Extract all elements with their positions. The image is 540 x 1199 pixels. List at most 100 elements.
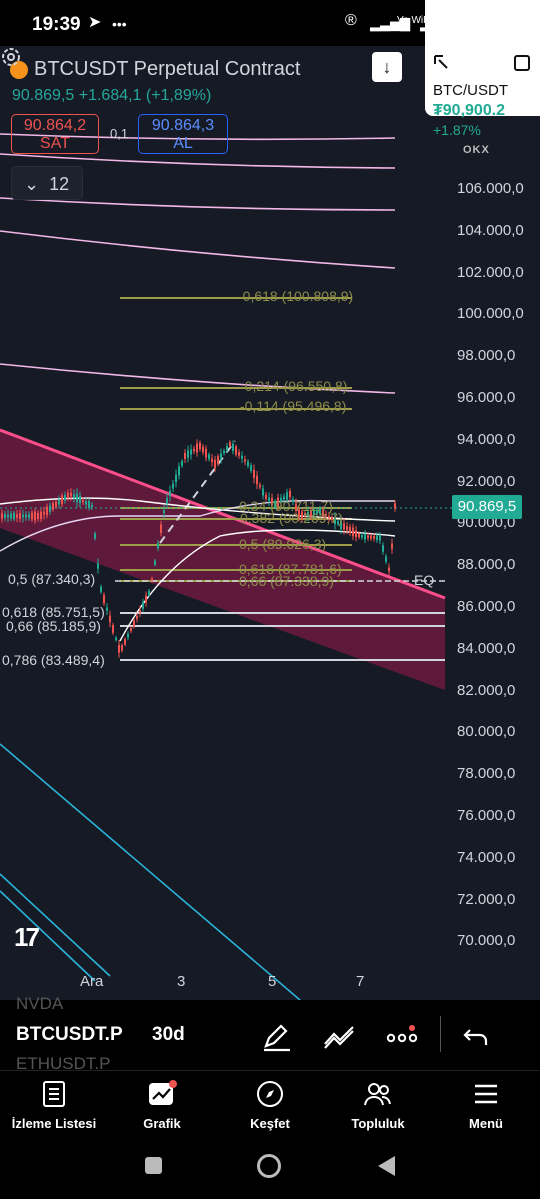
x-axis-label: Ara	[80, 973, 104, 990]
scroll-down-button[interactable]: ↓	[372, 52, 402, 82]
cyan-trend-line	[0, 743, 301, 1000]
candle-body	[217, 456, 219, 464]
candle-body	[355, 530, 357, 537]
nav-watchlist[interactable]: İzleme Listesi	[0, 1071, 108, 1143]
candle-body	[304, 512, 306, 517]
undo-icon[interactable]	[460, 1020, 494, 1054]
candle-body	[376, 535, 378, 541]
candle-body	[187, 450, 189, 458]
fib-level-label: 0,66 (85.185,9)	[6, 618, 101, 634]
candle-body	[205, 448, 207, 458]
price-widget[interactable]: BTC/USDT ₮90,900.2 +1.87% OKX	[425, 0, 540, 156]
candle-body	[49, 505, 51, 512]
y-axis-label: 86.000,0	[457, 598, 516, 615]
candle-body	[301, 511, 303, 520]
widget-change: +1.87%	[433, 122, 481, 138]
chart-area[interactable]: BTCUSDT Perpetual Contract 90.869,5 +1.6…	[0, 46, 540, 1000]
candle-body	[280, 497, 282, 503]
nav-chart-label: Grafik	[143, 1116, 181, 1131]
candle-body	[61, 495, 63, 505]
x-axis-label: 5	[268, 973, 277, 990]
candle-body	[91, 504, 93, 508]
candle-body	[250, 465, 252, 471]
candle-body	[181, 460, 183, 467]
tradingview-logo[interactable]: 17	[14, 922, 40, 952]
more-options-icon[interactable]	[385, 1020, 419, 1054]
candle-body	[379, 535, 381, 541]
candle-body	[190, 449, 192, 455]
nav-chart[interactable]: Grafik	[108, 1071, 216, 1143]
nav-explore[interactable]: Keşfet	[216, 1071, 324, 1143]
nav-community-label: Topluluk	[351, 1116, 405, 1131]
y-axis-label: 72.000,0	[457, 890, 516, 908]
last-price-tag: 90.869,5	[452, 495, 522, 519]
candle-body	[337, 521, 339, 525]
fib-level-label: 0,786 (83.489,4)	[2, 652, 105, 668]
candle-body	[274, 500, 276, 508]
home-button[interactable]	[257, 1154, 281, 1178]
candle-body	[136, 616, 138, 619]
candle-body	[385, 556, 387, 562]
nav-community[interactable]: Topluluk	[324, 1071, 432, 1143]
y-axis-label: 92.000,0	[457, 472, 516, 490]
signal-icon: ▂▃▅▇	[370, 16, 410, 31]
cyan-trend-line	[0, 873, 111, 977]
pencil-icon[interactable]	[260, 1020, 294, 1054]
menu-icon	[475, 1084, 497, 1104]
candle-body	[172, 483, 174, 489]
price-quote: 90.869,5 +1.684,1 (+1,89%)	[12, 87, 212, 104]
candle-body	[124, 639, 126, 645]
candle-body	[184, 453, 186, 459]
indicator-collapse-button[interactable]: ⌄ 12	[11, 166, 83, 200]
fib-level-label: 0,618 (87.781,6)	[239, 561, 342, 577]
fib-level-label: 0,66 (87.338,9)	[239, 573, 334, 589]
sell-button[interactable]: 90.864,2 SAT	[11, 114, 99, 154]
candle-body	[343, 523, 345, 530]
indicators-icon[interactable]	[322, 1020, 356, 1054]
sell-label: SAT	[40, 135, 70, 152]
candle-body	[325, 513, 327, 516]
candle-body	[196, 443, 198, 453]
recents-button[interactable]	[145, 1157, 162, 1174]
candle-body	[277, 497, 279, 507]
nav-menu[interactable]: Menü	[432, 1071, 540, 1143]
chart-canvas[interactable]	[0, 46, 540, 1000]
fullscreen-icon[interactable]	[513, 54, 531, 72]
candle-body	[256, 475, 258, 485]
candle-body	[271, 497, 273, 506]
candle-body	[4, 514, 6, 518]
candle-body	[22, 514, 24, 518]
candle-body	[259, 484, 261, 488]
candle-body	[364, 533, 366, 540]
symbol-selector[interactable]: BTCUSDT.P	[16, 1024, 123, 1045]
candle-body	[388, 567, 390, 572]
back-button[interactable]	[375, 1154, 397, 1178]
candle-body	[226, 446, 228, 450]
candle-body	[112, 624, 114, 633]
candle-body	[118, 644, 120, 653]
candle-body	[175, 474, 177, 483]
candle-body	[298, 509, 300, 518]
registered-icon: ®	[345, 12, 357, 29]
candle-body	[103, 595, 105, 604]
candle-body	[46, 506, 48, 515]
candle-body	[139, 610, 141, 613]
y-axis-label: 88.000,0	[457, 556, 516, 574]
settings-icon[interactable]	[0, 46, 22, 68]
candle-body	[328, 515, 330, 518]
buy-button[interactable]: 90.864,3 AL	[138, 114, 228, 154]
watchlist-icon	[43, 1081, 65, 1107]
candle-body	[229, 441, 231, 447]
candle-body	[223, 450, 225, 454]
candle-body	[157, 543, 159, 549]
candle-body	[367, 535, 369, 539]
timeframe-selector[interactable]: 30d	[152, 1024, 185, 1045]
y-axis-label: 76.000,0	[457, 807, 516, 824]
candle-body	[166, 498, 168, 504]
fib-level-label: 0,34 (90.711,7)	[239, 498, 333, 514]
candle-body	[373, 536, 375, 539]
expand-icon[interactable]	[433, 54, 451, 72]
resistance-curve	[0, 230, 396, 269]
telegram-icon: ➤	[88, 14, 102, 31]
y-axis-label: 74.000,0	[457, 848, 516, 866]
